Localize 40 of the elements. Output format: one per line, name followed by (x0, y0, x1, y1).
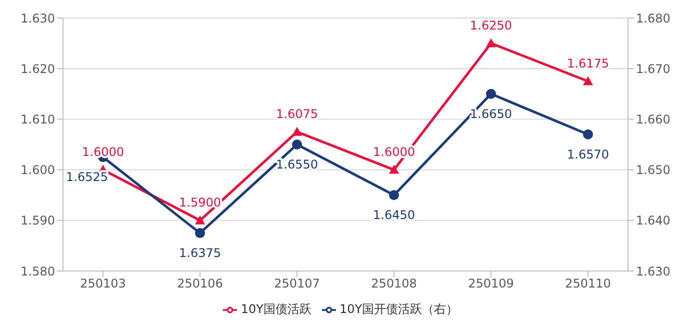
point (583, 76, 593, 86)
y2-tick-label: 1.650 (636, 163, 670, 178)
point (486, 88, 496, 99)
data-label: 1.6525 (66, 170, 108, 184)
y2-tick-label: 1.680 (636, 11, 670, 26)
y-tick-label: 1.620 (20, 62, 55, 76)
y2-tick-label: 1.670 (636, 62, 670, 76)
y-tick-label: 1.630 (20, 11, 55, 26)
data-label: 1.6000 (82, 144, 124, 159)
x-tick-label: 250108 (371, 276, 417, 291)
point (292, 126, 302, 136)
x-tick-label: 250110 (565, 276, 611, 291)
y-tick-label: 1.590 (20, 214, 55, 228)
point (195, 228, 205, 238)
y-tick-label: 1.580 (20, 264, 55, 278)
y2-tick-label: 1.660 (636, 112, 670, 126)
data-label: 1.6450 (373, 208, 415, 222)
x-tick-label: 250107 (274, 276, 320, 291)
legend-label: 10Y国开债活跃（右） (340, 302, 458, 316)
data-label: 1.6075 (276, 106, 318, 121)
y2-tick-label: 1.630 (636, 264, 670, 278)
point (486, 38, 496, 48)
x-tick-label: 250106 (177, 276, 223, 291)
data-label: 1.6250 (470, 18, 512, 32)
point (389, 190, 399, 200)
x-tick-label: 250103 (80, 276, 126, 291)
point (195, 215, 205, 224)
point (389, 164, 399, 174)
point (583, 129, 593, 140)
legend-label: 10Y国债活跃 (240, 302, 312, 316)
data-label: 1.6175 (567, 56, 609, 70)
y-tick-label: 1.610 (20, 112, 55, 126)
data-label: 1.6570 (567, 147, 609, 162)
data-label: 1.6550 (276, 158, 318, 172)
data-label: 1.6375 (179, 246, 221, 260)
y-tick-label: 1.600 (20, 163, 55, 178)
y2-tick-label: 1.640 (636, 214, 670, 228)
point (292, 140, 302, 150)
data-label: 1.6650 (470, 106, 512, 121)
x-tick-label: 250109 (468, 276, 514, 291)
